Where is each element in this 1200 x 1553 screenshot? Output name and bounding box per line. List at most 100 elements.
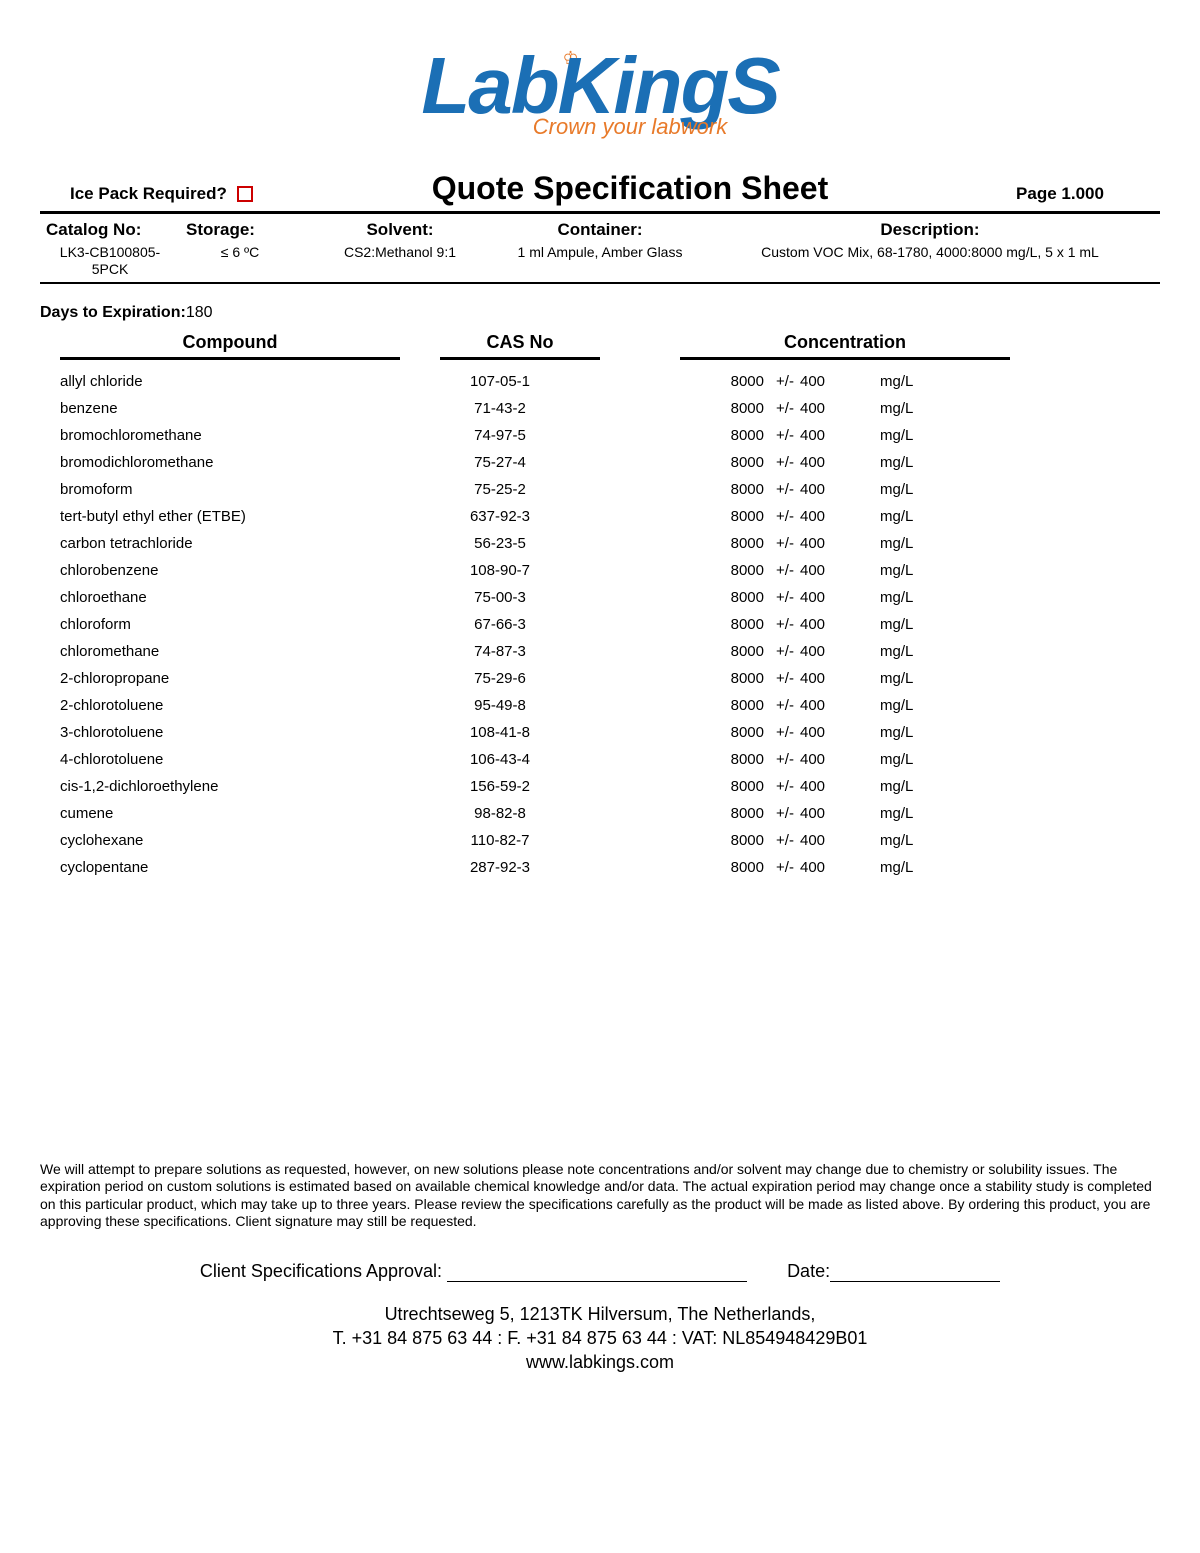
col-cas: CAS No [440, 332, 600, 360]
table-row: 2-chlorotoluene95-49-88000+/-400mg/L [40, 692, 1160, 719]
cell-unit: mg/L [850, 481, 920, 498]
cell-unit: mg/L [850, 400, 920, 417]
cell-conc: 8000 [600, 832, 770, 849]
cell-tol: 400 [800, 454, 850, 471]
cell-conc: 8000 [600, 400, 770, 417]
cell-pm: +/- [770, 724, 800, 741]
table-row: chloromethane74-87-38000+/-400mg/L [40, 638, 1160, 665]
cell-unit: mg/L [850, 697, 920, 714]
cell-pm: +/- [770, 562, 800, 579]
cell-tol: 400 [800, 670, 850, 687]
ice-pack-checkbox[interactable] [237, 186, 253, 202]
container-value: 1 ml Ampule, Amber Glass [506, 244, 694, 260]
logo: ♔ LabKingS Crown your labwork [421, 40, 778, 140]
cell-cas: 75-27-4 [400, 454, 600, 471]
disclaimer-text: We will attempt to prepare solutions as … [40, 1161, 1160, 1231]
description-value: Custom VOC Mix, 68-1780, 4000:8000 mg/L,… [706, 244, 1154, 260]
storage-value: ≤ 6 ºC [186, 244, 294, 260]
table-header: Compound CAS No Concentration [40, 332, 1160, 360]
cell-unit: mg/L [850, 832, 920, 849]
table-row: cyclohexane110-82-78000+/-400mg/L [40, 827, 1160, 854]
cell-pm: +/- [770, 670, 800, 687]
cell-tol: 400 [800, 562, 850, 579]
cell-cas: 75-29-6 [400, 670, 600, 687]
cell-tol: 400 [800, 481, 850, 498]
cell-tol: 400 [800, 535, 850, 552]
cell-cas: 56-23-5 [400, 535, 600, 552]
cell-conc: 8000 [600, 454, 770, 471]
cell-compound: cyclohexane [40, 832, 400, 849]
cell-unit: mg/L [850, 751, 920, 768]
cell-conc: 8000 [600, 373, 770, 390]
table-row: chlorobenzene108-90-78000+/-400mg/L [40, 557, 1160, 584]
cell-pm: +/- [770, 373, 800, 390]
table-row: benzene71-43-28000+/-400mg/L [40, 395, 1160, 422]
cell-conc: 8000 [600, 616, 770, 633]
cell-unit: mg/L [850, 859, 920, 876]
storage-label: Storage: [186, 220, 294, 240]
cell-cas: 107-05-1 [400, 373, 600, 390]
container-label: Container: [506, 220, 694, 240]
expiry-value: 180 [186, 304, 213, 321]
cell-cas: 106-43-4 [400, 751, 600, 768]
table-row: bromoform75-25-28000+/-400mg/L [40, 476, 1160, 503]
cell-compound: 4-chlorotoluene [40, 751, 400, 768]
table-row: 2-chloropropane75-29-68000+/-400mg/L [40, 665, 1160, 692]
table-row: tert-butyl ethyl ether (ETBE)637-92-3800… [40, 503, 1160, 530]
cell-cas: 637-92-3 [400, 508, 600, 525]
cell-pm: +/- [770, 454, 800, 471]
meta-solvent: Solvent: CS2:Methanol 9:1 [300, 220, 500, 278]
cell-compound: chloroethane [40, 589, 400, 606]
cell-tol: 400 [800, 859, 850, 876]
table-row: cumene98-82-88000+/-400mg/L [40, 800, 1160, 827]
cell-unit: mg/L [850, 778, 920, 795]
title-row: Ice Pack Required? Quote Specification S… [40, 170, 1160, 214]
cell-pm: +/- [770, 778, 800, 795]
table-row: chloroform67-66-38000+/-400mg/L [40, 611, 1160, 638]
approval-label: Client Specifications Approval: [200, 1261, 442, 1281]
page-number: Page 1.000 [960, 184, 1160, 204]
cell-pm: +/- [770, 400, 800, 417]
cell-conc: 8000 [600, 778, 770, 795]
cell-pm: +/- [770, 832, 800, 849]
cell-tol: 400 [800, 832, 850, 849]
ice-pack-text: Ice Pack Required? [70, 184, 227, 204]
cell-compound: 2-chlorotoluene [40, 697, 400, 714]
table-row: cis-1,2-dichloroethylene156-59-28000+/-4… [40, 773, 1160, 800]
table-row: chloroethane75-00-38000+/-400mg/L [40, 584, 1160, 611]
cell-unit: mg/L [850, 805, 920, 822]
meta-container: Container: 1 ml Ampule, Amber Glass [500, 220, 700, 278]
cell-pm: +/- [770, 616, 800, 633]
table-row: bromochloromethane74-97-58000+/-400mg/L [40, 422, 1160, 449]
cell-conc: 8000 [600, 751, 770, 768]
cell-compound: bromodichloromethane [40, 454, 400, 471]
cell-cas: 98-82-8 [400, 805, 600, 822]
footer-web: www.labkings.com [40, 1350, 1160, 1374]
cell-tol: 400 [800, 724, 850, 741]
cell-tol: 400 [800, 778, 850, 795]
expiry-row: Days to Expiration:180 [40, 304, 1160, 322]
page-title: Quote Specification Sheet [300, 170, 960, 207]
cell-pm: +/- [770, 481, 800, 498]
cell-tol: 400 [800, 373, 850, 390]
cell-conc: 8000 [600, 859, 770, 876]
cell-conc: 8000 [600, 643, 770, 660]
col-compound: Compound [60, 332, 400, 360]
cell-cas: 156-59-2 [400, 778, 600, 795]
footer-contact: T. +31 84 875 63 44 : F. +31 84 875 63 4… [40, 1326, 1160, 1350]
cell-conc: 8000 [600, 589, 770, 606]
cell-compound: benzene [40, 400, 400, 417]
cell-pm: +/- [770, 643, 800, 660]
cell-conc: 8000 [600, 670, 770, 687]
ice-pack-label: Ice Pack Required? [40, 184, 300, 204]
solvent-label: Solvent: [306, 220, 494, 240]
cell-tol: 400 [800, 400, 850, 417]
approval-signature-line[interactable] [447, 1281, 747, 1282]
cell-compound: tert-butyl ethyl ether (ETBE) [40, 508, 400, 525]
cell-pm: +/- [770, 427, 800, 444]
meta-catalog: Catalog No: LK3-CB100805-5PCK [40, 220, 180, 278]
cell-unit: mg/L [850, 670, 920, 687]
date-signature-line[interactable] [830, 1281, 1000, 1282]
cell-cas: 74-87-3 [400, 643, 600, 660]
cell-compound: allyl chloride [40, 373, 400, 390]
